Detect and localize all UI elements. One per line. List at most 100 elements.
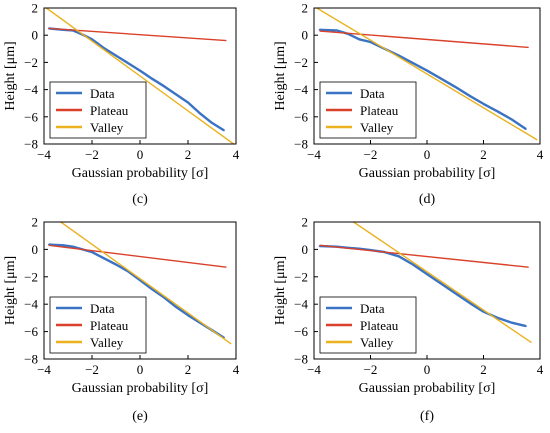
legend-label-plateau: Plateau (90, 103, 129, 118)
series-line-valley (316, 8, 538, 141)
y-tick-label: 0 (32, 28, 39, 43)
x-tick-label: 2 (480, 362, 487, 377)
data-point (369, 41, 372, 43)
legend-label-data: Data (90, 86, 115, 101)
data-point (103, 47, 105, 49)
data-point (440, 282, 442, 285)
data-point (187, 314, 189, 317)
x-tick-label: −2 (85, 147, 99, 162)
legend-label-plateau: Plateau (90, 318, 129, 333)
series-line-data (319, 28, 527, 130)
y-tick-label: 0 (302, 28, 309, 43)
chart-panel-1: −4 −2 0 2 4 2 0 −2 −4 −6 −8 Gaussian probability [σ… (3, 1, 240, 208)
series-line-data (48, 27, 225, 132)
series-line-plateau (319, 244, 529, 268)
y-tick-label: 2 (32, 1, 39, 16)
x-tick-label: 4 (537, 362, 544, 377)
series-line-plateau (48, 27, 227, 42)
y-tick-label: −6 (24, 324, 38, 339)
legend: Data Plateau Valley (49, 81, 147, 139)
data-point (127, 62, 129, 64)
legend-label-data: Data (360, 301, 385, 316)
data-point (454, 86, 457, 88)
x-tick-label: 2 (185, 147, 192, 162)
data-point (468, 94, 471, 97)
y-tick-label: −2 (24, 269, 38, 284)
y-tick-label: −8 (294, 137, 308, 152)
data-point (91, 38, 93, 41)
data-point (468, 301, 471, 304)
x-tick-label: −4 (307, 362, 321, 377)
y-tick-label: 2 (302, 215, 309, 230)
legend: Data Plateau Valley (49, 296, 147, 354)
x-axis-label: Gaussian probability [σ] (359, 166, 496, 181)
y-tick-label: 2 (302, 1, 309, 16)
data-point (397, 255, 400, 258)
y-axis-label: Height [μm] (273, 41, 288, 110)
x-tick-label: 4 (233, 147, 240, 162)
data-point (211, 122, 213, 124)
legend-label-valley: Valley (90, 335, 124, 350)
x-tick-label: −2 (85, 362, 99, 377)
data-point (496, 110, 499, 113)
y-axis-label: Height [μm] (3, 41, 18, 110)
x-tick-label: 0 (137, 362, 144, 377)
x-tick-label: −4 (37, 147, 51, 162)
x-tick-label: 4 (233, 362, 240, 377)
panel-label: (d) (419, 192, 436, 207)
data-point (454, 292, 457, 295)
x-axis-label: Gaussian probability [σ] (359, 381, 496, 396)
data-point (440, 77, 442, 80)
series-line-plateau (319, 30, 529, 49)
data-point (103, 257, 105, 260)
y-tick-label: −4 (24, 82, 38, 97)
series-group (316, 8, 538, 141)
y-tick-label: −8 (294, 352, 308, 367)
data-point (510, 118, 513, 121)
legend-label-data: Data (90, 301, 115, 316)
data-point (318, 28, 321, 31)
panel-label: (c) (132, 192, 148, 207)
x-tick-label: 0 (424, 362, 431, 377)
panel-label: (f) (420, 409, 434, 424)
y-tick-label: 2 (32, 215, 39, 230)
data-point (412, 263, 414, 266)
data-point (115, 54, 117, 57)
y-tick-label: 0 (302, 242, 309, 257)
x-tick-label: 2 (480, 147, 487, 162)
y-tick-label: −8 (24, 137, 38, 152)
data-point (175, 306, 177, 308)
data-point (335, 29, 338, 32)
legend-label-plateau: Plateau (360, 103, 399, 118)
x-tick-label: 4 (537, 147, 544, 162)
x-tick-label: −4 (37, 362, 51, 377)
legend: Data Plateau Valley (319, 81, 417, 139)
data-point (482, 310, 485, 313)
series-line-data (48, 243, 225, 339)
data-point (510, 321, 513, 324)
data-point (151, 77, 153, 80)
y-tick-label: −6 (24, 109, 38, 124)
chart-panel-2: −4 −2 0 2 4 2 0 −2 −4 −6 −8 Gaussian probability [σ… (273, 1, 544, 208)
x-tick-label: −4 (307, 147, 321, 162)
data-point (62, 244, 65, 247)
series-line-valley (45, 8, 235, 144)
data-point (426, 273, 428, 275)
data-point (91, 251, 93, 254)
x-axis-label: Gaussian probability [σ] (72, 166, 209, 181)
y-tick-label: −8 (24, 352, 38, 367)
data-point (151, 288, 153, 290)
data-point (175, 93, 177, 96)
chart-panel-3: −4 −2 0 2 4 2 0 −2 −4 −6 −8 Gaussian probability [σ… (3, 215, 240, 425)
y-tick-label: −4 (24, 297, 38, 312)
y-tick-label: 0 (32, 242, 39, 257)
x-tick-label: 0 (137, 147, 144, 162)
data-point (139, 69, 141, 72)
data-point (412, 62, 414, 64)
x-tick-label: 2 (185, 362, 192, 377)
y-tick-label: −4 (294, 297, 308, 312)
series-group (47, 222, 232, 345)
legend: Data Plateau Valley (319, 296, 417, 354)
data-point (115, 263, 117, 266)
